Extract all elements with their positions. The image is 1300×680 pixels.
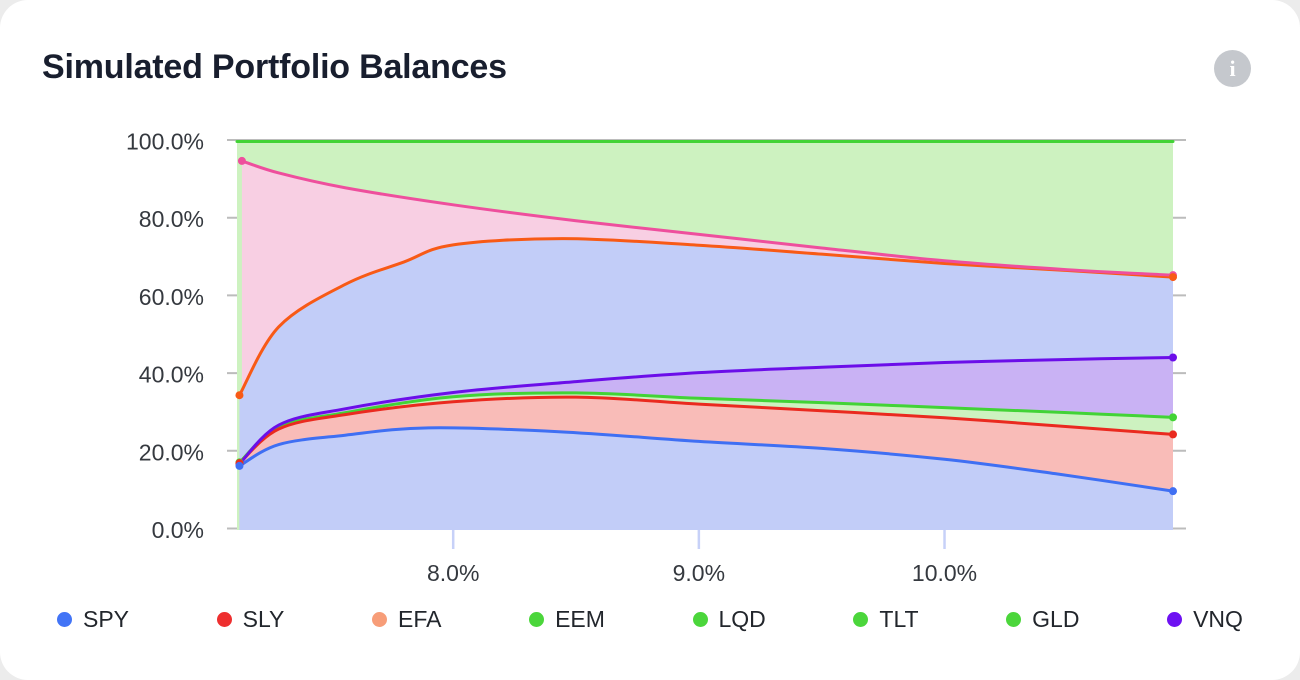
- legend-label: EFA: [398, 606, 442, 632]
- orange-endpoint-dot: [235, 391, 244, 400]
- legend-item-tlt[interactable]: TLT: [853, 606, 919, 633]
- page-title: Simulated Portfolio Balances: [42, 48, 507, 86]
- legend-dot-icon: [1167, 612, 1183, 627]
- blue-area: [239, 427, 1174, 530]
- legend-label: EEM: [555, 606, 605, 632]
- legend-dot-icon: [1006, 612, 1022, 627]
- x-axis-label: 10.0%: [912, 560, 977, 586]
- chart-legend: SPY SLY EFA EEM LQD TLT GLD VNQ: [0, 606, 1300, 633]
- blue-endpoint-dot: [1169, 487, 1177, 496]
- blue-line: [237, 426, 1175, 493]
- legend-label: SLY: [242, 606, 285, 632]
- info-icon[interactable]: i: [1214, 50, 1251, 87]
- green_lower-line: [237, 391, 1175, 464]
- y-axis-label: 0.0%: [152, 517, 204, 543]
- pink-endpoint-dot: [237, 156, 246, 165]
- y-axis-label: 40.0%: [139, 362, 204, 388]
- legend-item-gld[interactable]: GLD: [1006, 606, 1079, 633]
- blue-endpoint-dot: [235, 461, 244, 470]
- y-axis-label: 80.0%: [139, 206, 204, 232]
- orange-endpoint-dot: [1169, 273, 1177, 282]
- y-axis-label: 60.0%: [139, 284, 204, 310]
- legend-label: GLD: [1032, 606, 1080, 632]
- legend-dot-icon: [57, 612, 72, 627]
- pink-line: [240, 159, 1175, 277]
- x-axis-label: 8.0%: [427, 560, 479, 586]
- legend-dot-icon: [529, 612, 545, 627]
- legend-item-sly[interactable]: SLY: [216, 606, 285, 633]
- legend-dot-icon: [853, 612, 869, 627]
- purple-line: [237, 356, 1175, 466]
- info-icon-glyph: i: [1229, 55, 1236, 81]
- legend-item-eem[interactable]: EEM: [529, 606, 605, 633]
- legend-label: VNQ: [1193, 606, 1243, 632]
- y-axis-label: 20.0%: [139, 439, 204, 465]
- green_lower-endpoint-dot: [1169, 413, 1177, 422]
- legend-dot-icon: [692, 612, 708, 627]
- legend-label: SPY: [83, 606, 130, 632]
- legend-label: LQD: [718, 606, 766, 632]
- legend-dot-icon: [372, 612, 387, 627]
- legend-item-efa[interactable]: EFA: [372, 606, 441, 633]
- red-line: [237, 395, 1175, 465]
- legend-item-vnq[interactable]: VNQ: [1167, 606, 1243, 633]
- legend-label: TLT: [879, 606, 919, 632]
- legend-item-lqd[interactable]: LQD: [692, 606, 766, 633]
- legend-item-spy[interactable]: SPY: [57, 606, 129, 633]
- red-endpoint-dot: [1169, 430, 1177, 439]
- y-axis-label: 100.0%: [126, 129, 204, 155]
- legend-dot-icon: [216, 612, 232, 627]
- purple-endpoint-dot: [1169, 353, 1177, 362]
- x-axis-label: 9.0%: [673, 560, 725, 586]
- orange-line: [237, 237, 1175, 397]
